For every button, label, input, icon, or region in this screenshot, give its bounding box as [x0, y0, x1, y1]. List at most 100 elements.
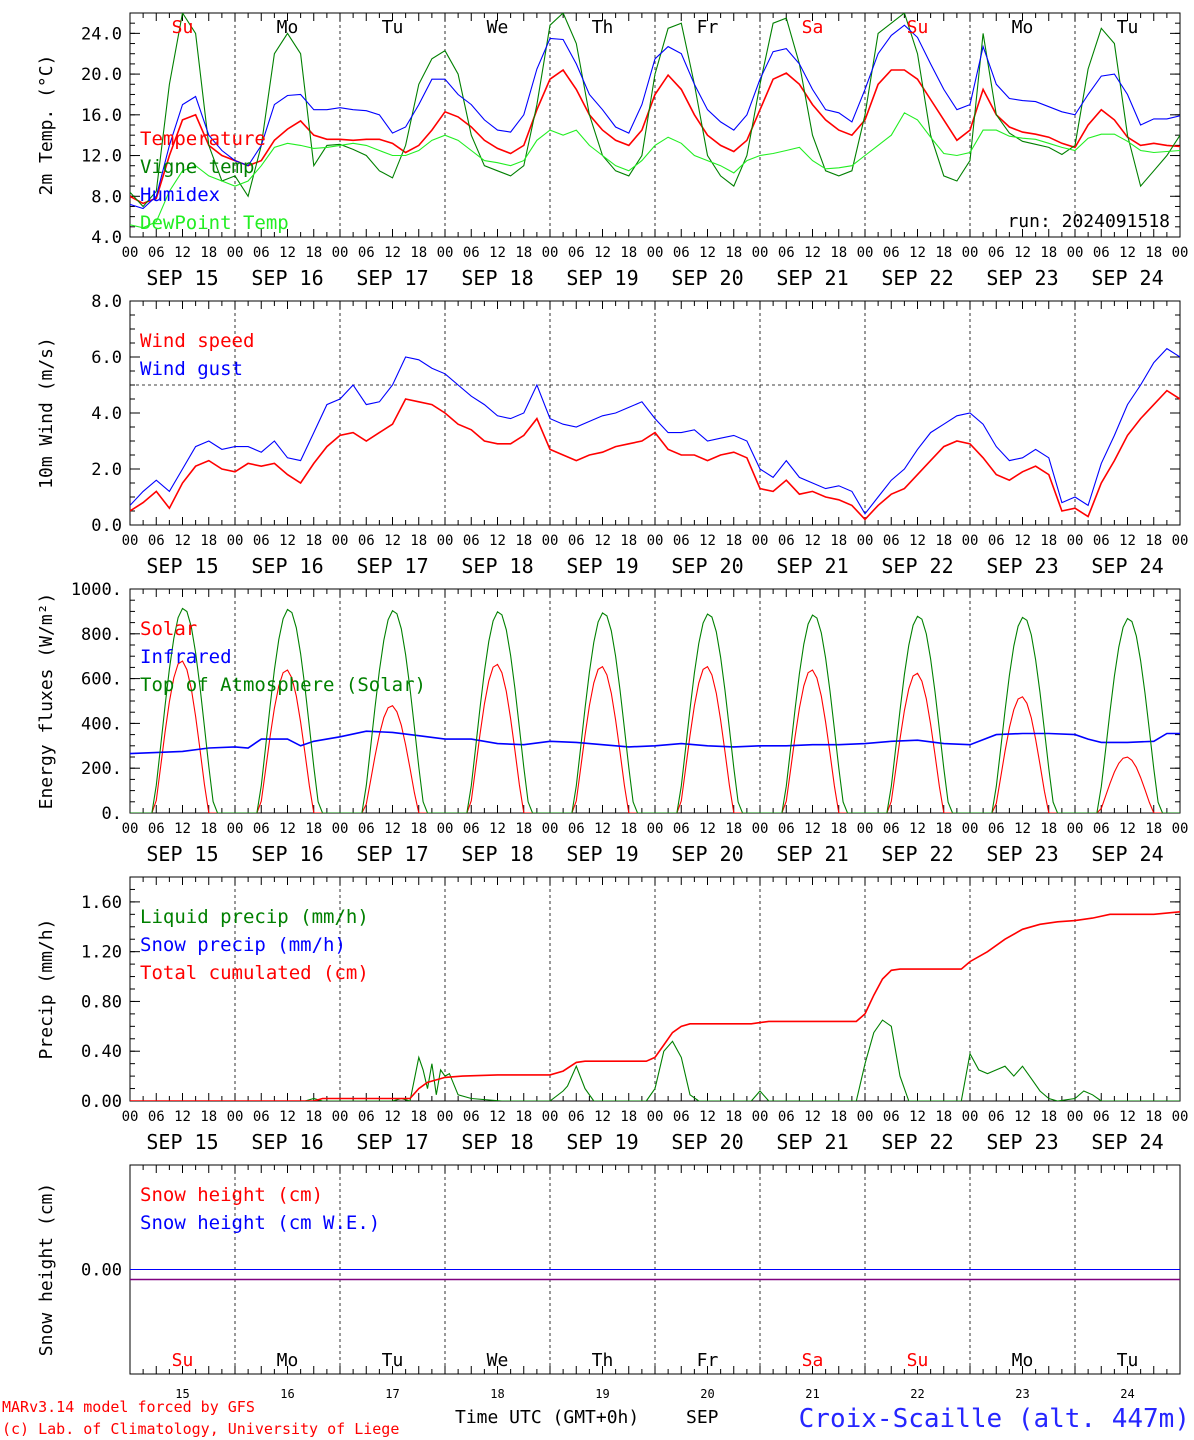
day-number-label: 24	[1120, 1387, 1134, 1401]
date-label: SEP 18	[461, 1130, 533, 1154]
weekday-label: Su	[172, 17, 194, 38]
weekday-label-bottom: Su	[907, 1350, 929, 1371]
day-number-label: 18	[490, 1387, 504, 1401]
hour-tick-label: 18	[305, 821, 322, 837]
y-tick-label: 8.0	[91, 292, 122, 312]
hour-tick-label: 06	[568, 245, 585, 261]
series-line-top-of-atmosphere-solar	[130, 607, 1180, 813]
hour-tick-label: 12	[1014, 1109, 1031, 1125]
hour-tick-label: 18	[200, 245, 217, 261]
y-tick-label: 0.80	[81, 992, 122, 1012]
legend-entry: Liquid precip (mm/h)	[140, 906, 369, 928]
hour-tick-label: 00	[437, 821, 454, 837]
hour-tick-label: 06	[463, 1109, 480, 1125]
hour-tick-label: 18	[515, 1109, 532, 1125]
x-axis-title: Time UTC (GMT+0h)	[455, 1407, 639, 1428]
legend-entry: Top of Atmosphere (Solar)	[140, 674, 426, 696]
date-label: SEP 24	[1091, 1130, 1163, 1154]
day-number-label: 19	[595, 1387, 609, 1401]
panel-1: 4.0 8.0 12.0 16.0 20.0 24.0 2m Temp. (°C) 00 06 1…	[36, 12, 1188, 290]
hour-tick-label: 06	[358, 533, 375, 549]
hour-tick-label: 12	[174, 821, 191, 837]
hour-tick-label: 18	[200, 1109, 217, 1125]
hour-tick-label: 00	[227, 533, 244, 549]
hour-tick-label: 06	[1093, 533, 1110, 549]
hour-tick-label: 06	[148, 1109, 165, 1125]
hour-tick-label: 18	[410, 533, 427, 549]
hour-tick-label: 00	[752, 821, 769, 837]
date-label: SEP 19	[566, 266, 638, 290]
hour-tick-label: 00	[437, 533, 454, 549]
series-line-dewpoint-temp	[130, 112, 1180, 229]
day-number-label: 16	[280, 1387, 294, 1401]
hour-tick-label: 00	[1067, 1109, 1084, 1125]
hour-tick-label: 18	[515, 821, 532, 837]
series-line-total-cumulated-cm	[130, 910, 1180, 1101]
y-tick-label: 4.0	[91, 404, 122, 424]
hour-tick-label: 06	[778, 245, 795, 261]
hour-tick-label: 00	[647, 533, 664, 549]
weekday-label: Sa	[802, 17, 824, 38]
hour-tick-label: 18	[620, 821, 637, 837]
hour-tick-label: 12	[1119, 533, 1136, 549]
panel-2: 0.0 2.0 4.0 6.0 8.0 10m Wind (m/s) 00 06 12 18 00 0…	[36, 292, 1188, 578]
hour-tick-label: 12	[1014, 533, 1031, 549]
date-label: SEP 16	[251, 842, 323, 866]
hour-tick-label: 00	[332, 1109, 349, 1125]
y-tick-label: 800.	[81, 625, 122, 645]
hour-tick-label: 00	[542, 821, 559, 837]
hour-tick-label: 00	[962, 533, 979, 549]
hour-tick-label: 00	[647, 821, 664, 837]
hour-tick-label: 18	[305, 1109, 322, 1125]
hour-tick-label: 12	[489, 533, 506, 549]
hour-tick-label: 12	[1014, 821, 1031, 837]
date-label: SEP 16	[251, 266, 323, 290]
panel-4: 0.00 0.40 0.80 1.20 1.60 Precip (mm/h) 00 06 12 1…	[36, 876, 1188, 1154]
hour-tick-label: 06	[463, 533, 480, 549]
hour-tick-label: 06	[673, 1109, 690, 1125]
date-label: SEP 24	[1091, 842, 1163, 866]
hour-tick-label: 18	[1145, 1109, 1162, 1125]
hour-tick-label: 18	[1040, 245, 1057, 261]
hour-tick-label: 00	[122, 245, 139, 261]
hour-tick-label: 18	[515, 533, 532, 549]
hour-tick-label: 12	[804, 1109, 821, 1125]
legend-entry: DewPoint Temp	[140, 212, 289, 234]
hour-tick-label: 12	[1119, 1109, 1136, 1125]
hour-tick-label: 12	[489, 245, 506, 261]
hour-tick-label: 18	[410, 1109, 427, 1125]
series-group	[130, 347, 1180, 521]
series-line-liquid-precip-mm-h	[130, 1019, 1180, 1101]
hour-tick-label: 06	[148, 533, 165, 549]
hour-tick-label: 12	[384, 533, 401, 549]
weekday-label: Mo	[1012, 17, 1034, 38]
hour-tick-label: 06	[358, 245, 375, 261]
date-label: SEP 15	[146, 554, 218, 578]
hour-tick-label: 12	[384, 245, 401, 261]
y-axis-label: Energy fluxes (W/m²)	[36, 593, 57, 810]
y-tick-label: 6.0	[91, 348, 122, 368]
series-group	[130, 13, 1180, 229]
run-annotation: run: 2024091518	[1007, 211, 1170, 232]
hour-tick-label: 18	[410, 245, 427, 261]
hour-tick-label: 12	[279, 245, 296, 261]
date-label: SEP 20	[671, 842, 743, 866]
date-label: SEP 21	[776, 266, 848, 290]
weekday-label: Tu	[1117, 17, 1139, 38]
legend-entry: Infrared	[140, 646, 232, 668]
hour-tick-label: 00	[1067, 821, 1084, 837]
date-label: SEP 16	[251, 554, 323, 578]
hour-tick-label: 00	[227, 1109, 244, 1125]
hour-tick-label: 06	[1093, 1109, 1110, 1125]
hour-tick-label: 12	[174, 1109, 191, 1125]
hour-tick-label: 18	[200, 533, 217, 549]
hour-tick-label: 18	[830, 245, 847, 261]
hour-tick-label: 18	[935, 533, 952, 549]
date-label: SEP 22	[881, 1130, 953, 1154]
hour-tick-label: 00	[1067, 245, 1084, 261]
y-tick-label: 2.0	[91, 460, 122, 480]
date-label: SEP 22	[881, 842, 953, 866]
hour-tick-label: 06	[673, 533, 690, 549]
weekday-label: Fr	[697, 17, 719, 38]
